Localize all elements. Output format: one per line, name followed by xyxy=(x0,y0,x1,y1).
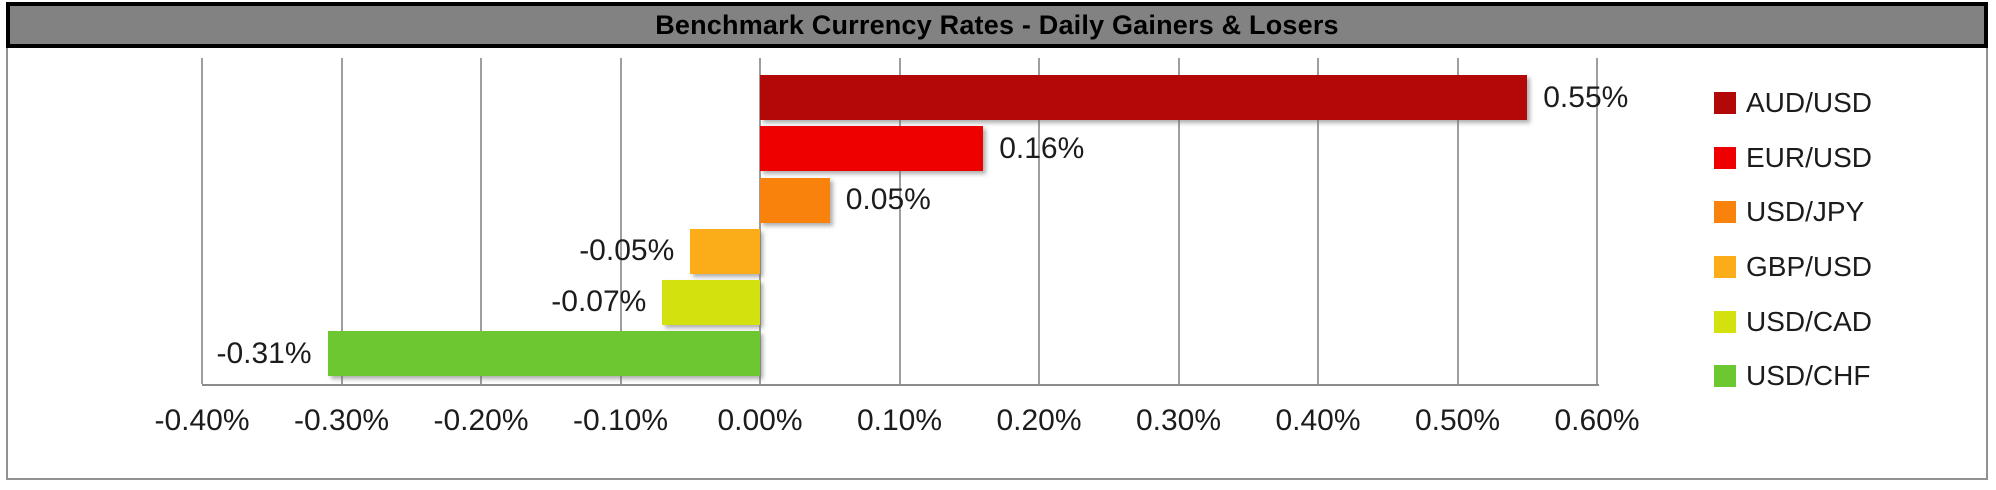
chart-title-bar: Benchmark Currency Rates - Daily Gainers… xyxy=(6,2,1988,48)
x-tick-label--0-40-: -0.40% xyxy=(154,404,250,437)
gridline--0.40% xyxy=(201,58,203,384)
legend-label-eur-usd: EUR/USD xyxy=(1746,141,1873,173)
x-tick-label-0-30-: 0.30% xyxy=(1135,404,1222,437)
data-label-usd-chf: -0.31% xyxy=(216,336,312,370)
legend-item-usd-cad: USD/CAD xyxy=(1714,294,1872,349)
legend-swatch-aud-usd xyxy=(1714,92,1736,115)
legend-label-usd-jpy: USD/JPY xyxy=(1746,196,1865,228)
data-label-usd-cad: -0.07% xyxy=(551,285,647,319)
legend-label-usd-cad: USD/CAD xyxy=(1746,305,1873,337)
x-tick-label-0-60-: 0.60% xyxy=(1554,404,1640,437)
x-tick-label-0-40-: 0.40% xyxy=(1275,404,1361,437)
x-tick-label--0-20-: -0.20% xyxy=(433,404,529,437)
legend-item-eur-usd: EUR/USD xyxy=(1714,131,1872,186)
legend-swatch-usd-chf xyxy=(1714,365,1736,388)
x-tick-label-0-00-: 0.00% xyxy=(717,404,803,437)
bar-aud-usd xyxy=(760,75,1528,121)
legend-item-usd-jpy: USD/JPY xyxy=(1714,185,1864,240)
legend-item-gbp-usd: GBP/USD xyxy=(1714,240,1872,295)
data-label-eur-usd: 0.16% xyxy=(999,131,1085,165)
bar-usd-chf xyxy=(327,331,760,377)
legend-item-usd-chf: USD/CHF xyxy=(1714,349,1870,404)
x-axis-line xyxy=(202,384,1599,386)
gridline--0.20% xyxy=(480,58,482,384)
legend-item-aud-usd: AUD/USD xyxy=(1714,76,1872,131)
legend-swatch-usd-jpy xyxy=(1714,201,1736,224)
bar-usd-cad xyxy=(662,279,760,325)
x-tick-label-0-20-: 0.20% xyxy=(996,404,1082,437)
gridline--0.10% xyxy=(619,58,622,384)
data-label-gbp-usd: -0.05% xyxy=(579,234,675,268)
chart-title: Benchmark Currency Rates - Daily Gainers… xyxy=(655,9,1339,40)
legend-label-gbp-usd: GBP/USD xyxy=(1746,251,1873,283)
legend-swatch-eur-usd xyxy=(1714,146,1736,169)
gridline--0.30% xyxy=(340,58,343,384)
gridline-0.40% xyxy=(1317,58,1319,384)
bar-gbp-usd xyxy=(690,228,760,274)
gridline-0.20% xyxy=(1038,58,1040,384)
x-tick-label-0-10-: 0.10% xyxy=(856,404,943,437)
data-label-usd-jpy: 0.05% xyxy=(845,183,931,216)
data-label-aud-usd: 0.55% xyxy=(1543,80,1629,114)
x-tick-label--0-10-: -0.10% xyxy=(572,404,669,437)
legend-swatch-gbp-usd xyxy=(1714,256,1736,279)
gridline-0.10% xyxy=(898,58,901,384)
gridline-0.60% xyxy=(1596,58,1598,384)
bar-usd-jpy xyxy=(760,177,830,223)
x-tick-label-0-50-: 0.50% xyxy=(1414,404,1501,437)
x-tick-label--0-30-: -0.30% xyxy=(293,404,390,437)
legend-swatch-usd-cad xyxy=(1714,310,1736,333)
legend-label-aud-usd: AUD/USD xyxy=(1746,87,1873,119)
legend-label-usd-chf: USD/CHF xyxy=(1746,360,1871,392)
gridline-0.50% xyxy=(1456,58,1459,384)
gridline-0.30% xyxy=(1177,58,1180,384)
bar-eur-usd xyxy=(760,126,984,172)
